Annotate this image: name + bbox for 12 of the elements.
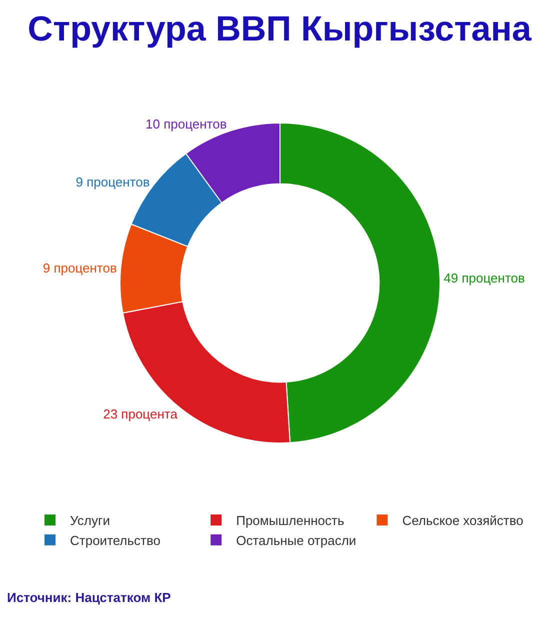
data-label: 9 процентов [42, 260, 117, 276]
legend-label: Остальные отрасли [236, 532, 356, 548]
data-label: 9 процентов [76, 174, 150, 190]
legend-label: Промышленность [236, 513, 344, 528]
legend-label: Услуги [70, 513, 110, 528]
data-label: 10 процентов [145, 116, 227, 132]
data-label: 49 процентов [444, 270, 525, 286]
text: Источник: Нацстатком КР [7, 590, 172, 605]
legend-label: Сельское хозяйство [402, 513, 524, 528]
legend-label: Строительство [70, 532, 160, 548]
chart-title: Структура ВВП Кыргызстана [28, 9, 532, 48]
data-label: 23 процента [103, 406, 178, 422]
